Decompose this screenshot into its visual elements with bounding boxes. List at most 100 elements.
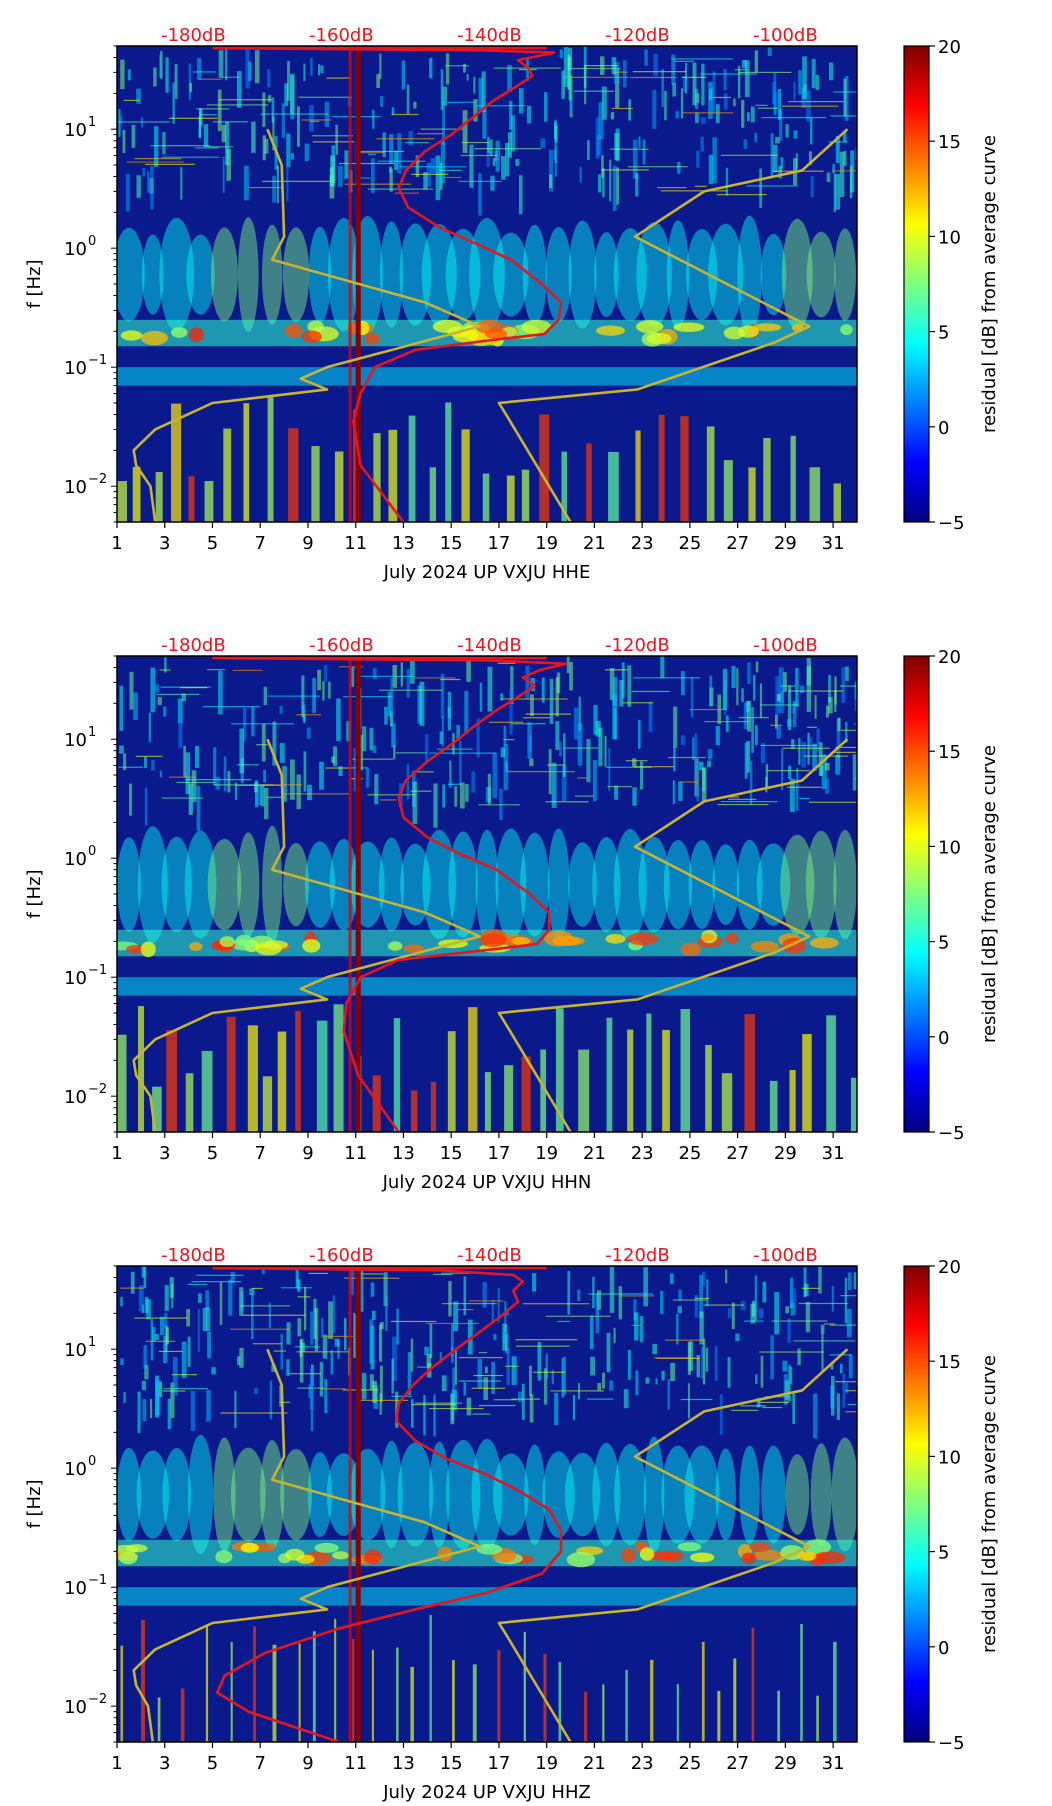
x-tick-label: 13	[392, 533, 415, 554]
x-tick-label: 31	[822, 1143, 845, 1164]
colorbar-tick-label: 20	[938, 37, 961, 58]
gold-curve-right	[497, 738, 849, 1132]
x-tick-label: 17	[487, 533, 510, 554]
colorbar: 20 15 10 5 0 −5 residual [dB] from average cur…	[903, 37, 1000, 534]
x-tick-label: 1	[111, 533, 122, 554]
colorbar-tick-label: 0	[938, 418, 949, 439]
x-tick-label: 3	[159, 1143, 170, 1164]
heatmap-image	[117, 656, 857, 1132]
gold-curve-right	[497, 1348, 849, 1742]
colorbar-tick-label: −5	[938, 513, 965, 534]
colorbar-tick-label: 5	[938, 1543, 949, 1564]
y-tick-exponent: 1	[88, 115, 96, 130]
top-db-label: -100dB	[753, 25, 818, 46]
top-db-label: -180dB	[161, 1245, 226, 1266]
gold-curve-right	[497, 128, 849, 522]
red-curve	[212, 46, 563, 522]
colorbar-tick-label: 0	[938, 1028, 949, 1049]
colorbar-label: residual [dB] from average curve	[979, 1355, 1000, 1653]
y-tick-label: 10	[64, 477, 87, 498]
gold-curve-left	[132, 1348, 482, 1742]
x-tick-label: 11	[344, 1753, 367, 1774]
x-tick-label: 25	[678, 1143, 701, 1164]
x-tick-label: 31	[822, 1753, 845, 1774]
x-tick-label: 27	[726, 1143, 749, 1164]
x-tick-label: 17	[487, 1143, 510, 1164]
red-curve	[212, 1266, 563, 1742]
top-db-label: -120dB	[605, 635, 670, 656]
x-tick-label: 5	[207, 1143, 218, 1164]
x-tick-label: 25	[678, 533, 701, 554]
colorbar-tick-label: 10	[938, 837, 961, 858]
colorbar-tick-label: 15	[938, 132, 961, 153]
top-db-label: -180dB	[161, 635, 226, 656]
heatmap-image	[117, 46, 857, 522]
x-tick-label: 11	[344, 533, 367, 554]
colorbar-tick-label: −5	[938, 1733, 965, 1754]
x-tick-label: 19	[535, 1753, 558, 1774]
y-axis-label: f [Hz]	[24, 1479, 45, 1528]
y-tick-exponent: 0	[88, 844, 96, 859]
heatmap-background	[117, 46, 857, 522]
x-tick-label: 7	[254, 1753, 265, 1774]
x-tick-label: 5	[207, 1753, 218, 1774]
y-tick-label: 10	[64, 730, 87, 751]
x-tick-label: 1	[111, 1143, 122, 1164]
top-db-label: -100dB	[753, 635, 818, 656]
x-tick-label: 5	[207, 533, 218, 554]
x-tick-label: 23	[631, 1143, 654, 1164]
y-tick-exponent: 0	[88, 234, 96, 249]
y-tick-exponent: −2	[88, 1082, 107, 1097]
y-tick-label: 10	[64, 1697, 87, 1718]
y-tick-exponent: −1	[88, 1573, 107, 1588]
x-tick-label: 3	[159, 533, 170, 554]
top-db-label: -160dB	[309, 25, 374, 46]
x-tick-label: 19	[535, 1143, 558, 1164]
colorbar-tick-label: 10	[938, 227, 961, 248]
colorbar-tick-label: 20	[938, 1257, 961, 1278]
top-db-label: -140dB	[457, 1245, 522, 1266]
colorbar-tick-label: 5	[938, 323, 949, 344]
x-tick-label: 21	[583, 1143, 606, 1164]
colorbar-gradient	[903, 1265, 930, 1743]
y-tick-label: 10	[64, 358, 87, 379]
colorbar-tick-label: 15	[938, 1352, 961, 1373]
top-db-label: -160dB	[309, 635, 374, 656]
gold-curve-left	[132, 738, 482, 1132]
x-tick-label: 29	[774, 533, 797, 554]
top-db-label: -100dB	[753, 1245, 818, 1266]
y-tick-exponent: −1	[88, 963, 107, 978]
y-tick-label: 10	[64, 239, 87, 260]
x-tick-label: 9	[302, 1753, 313, 1774]
y-tick-exponent: −2	[88, 472, 107, 487]
x-axis-label: July 2024 UP VXJU HHE	[383, 562, 591, 583]
x-tick-label: 31	[822, 533, 845, 554]
x-tick-label: 23	[631, 1753, 654, 1774]
colorbar: 20 15 10 5 0 −5 residual [dB] from average cur…	[903, 647, 1000, 1144]
x-tick-label: 27	[726, 533, 749, 554]
x-tick-label: 7	[254, 533, 265, 554]
x-tick-label: 15	[440, 1143, 463, 1164]
colorbar-tick-label: 15	[938, 742, 961, 763]
y-tick-exponent: 1	[88, 725, 96, 740]
top-db-label: -180dB	[161, 25, 226, 46]
x-tick-label: 21	[583, 1753, 606, 1774]
y-axis-label: f [Hz]	[24, 259, 45, 308]
x-tick-label: 3	[159, 1753, 170, 1774]
x-tick-label: 19	[535, 533, 558, 554]
x-tick-label: 7	[254, 1143, 265, 1164]
colorbar-tick-label: 20	[938, 647, 961, 668]
y-tick-exponent: 0	[88, 1454, 96, 1469]
x-tick-label: 9	[302, 533, 313, 554]
colorbar-label: residual [dB] from average curve	[979, 135, 1000, 433]
x-tick-label: 29	[774, 1143, 797, 1164]
top-db-label: -160dB	[309, 1245, 374, 1266]
red-curve	[212, 656, 568, 1132]
y-tick-exponent: 1	[88, 1335, 96, 1350]
top-db-label: -140dB	[457, 25, 522, 46]
x-tick-label: 9	[302, 1143, 313, 1164]
x-tick-label: 15	[440, 533, 463, 554]
